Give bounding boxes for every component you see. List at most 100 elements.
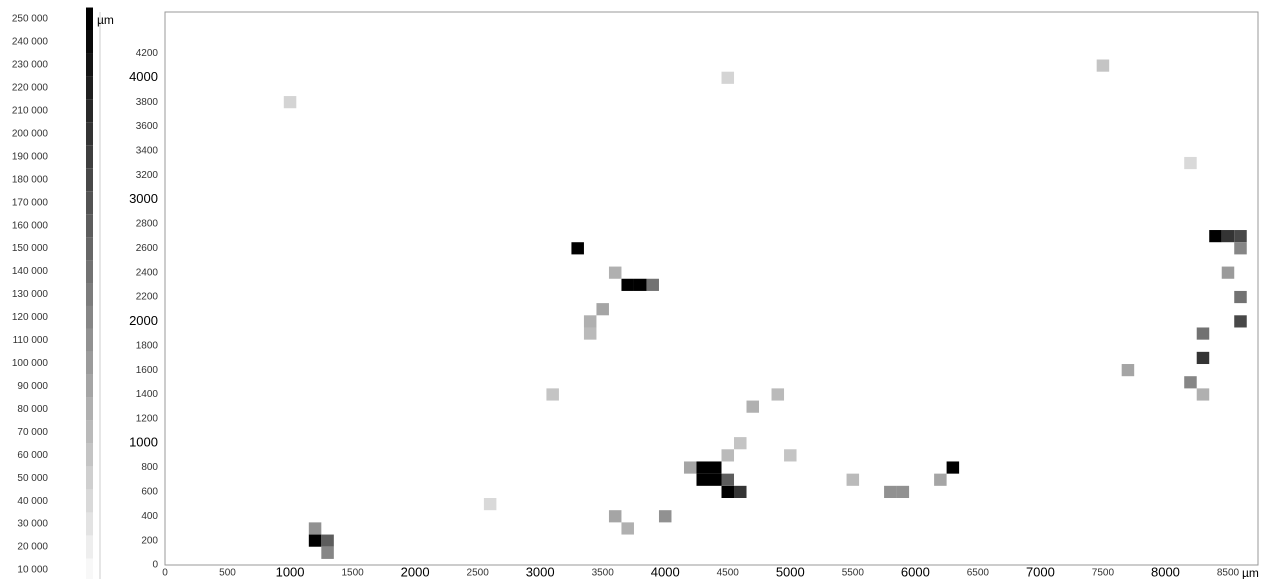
colorbar-band xyxy=(86,375,93,398)
colorbar-label: 200 000 xyxy=(12,128,49,139)
heat-cell xyxy=(722,449,735,461)
y-tick-label: 2800 xyxy=(136,219,159,230)
heat-cell xyxy=(1234,291,1247,303)
x-tick-label: 6000 xyxy=(901,564,930,579)
y-tick-label: 3600 xyxy=(136,121,159,132)
heat-cell xyxy=(884,486,897,498)
heat-cell xyxy=(309,535,322,547)
colorbar-band xyxy=(86,237,93,260)
x-tick-label: 0 xyxy=(162,568,168,579)
y-tick-label: 1000 xyxy=(129,435,158,450)
colorbar-label: 70 000 xyxy=(17,427,48,438)
colorbar-label: 100 000 xyxy=(12,358,49,369)
colorbar-label: 190 000 xyxy=(12,151,49,162)
colorbar-label: 50 000 xyxy=(17,473,48,484)
colorbar-label: 60 000 xyxy=(17,450,48,461)
heat-cell xyxy=(1184,376,1197,388)
heat-cell xyxy=(609,510,622,522)
x-unit: µm xyxy=(1242,566,1259,579)
heat-cell xyxy=(734,486,747,498)
y-tick-label: 400 xyxy=(141,511,158,522)
colorbar-band xyxy=(86,444,93,467)
y-tick-label: 1800 xyxy=(136,340,159,351)
colorbar-label: 170 000 xyxy=(12,197,49,208)
heat-cell xyxy=(1197,327,1210,339)
y-tick-label: 4200 xyxy=(136,48,159,59)
heat-cell xyxy=(747,401,760,413)
y-tick-label: 3400 xyxy=(136,145,159,156)
heat-cell xyxy=(1222,230,1235,242)
colorbar-band xyxy=(86,122,93,145)
y-tick-label: 1200 xyxy=(136,413,159,424)
colorbar-label: 180 000 xyxy=(12,174,49,185)
heat-cell xyxy=(734,437,747,449)
colorbar-label: 230 000 xyxy=(12,60,49,71)
colorbar-label: 90 000 xyxy=(17,381,48,392)
heat-cell xyxy=(584,315,597,327)
x-tick-label: 1500 xyxy=(341,568,364,579)
heat-cell xyxy=(947,461,960,473)
y-tick-label: 2000 xyxy=(129,313,158,328)
y-tick-label: 3800 xyxy=(136,97,159,108)
colorbar-band xyxy=(86,467,93,490)
colorbar-label: 240 000 xyxy=(12,37,49,48)
heat-cell xyxy=(722,72,735,84)
heat-cell xyxy=(1184,157,1197,169)
heat-cell xyxy=(934,474,947,486)
heat-cell xyxy=(847,474,860,486)
colorbar-band xyxy=(86,76,93,99)
heat-cell xyxy=(696,474,709,486)
heat-cell xyxy=(772,388,785,400)
colorbar-band xyxy=(86,513,93,536)
heat-cell xyxy=(1097,60,1110,72)
y-tick-label: 200 xyxy=(141,535,158,546)
x-tick-label: 7000 xyxy=(1026,564,1055,579)
y-tick-label: 2200 xyxy=(136,292,159,303)
heat-cell xyxy=(1197,388,1210,400)
colorbar-band xyxy=(86,421,93,444)
y-tick-label: 600 xyxy=(141,487,158,498)
y-tick-label: 800 xyxy=(141,462,158,473)
x-tick-label: 4000 xyxy=(651,564,680,579)
colorbar-band xyxy=(86,283,93,306)
x-tick-label: 8000 xyxy=(1151,564,1180,579)
colorbar-label: 80 000 xyxy=(17,404,48,415)
heat-cell xyxy=(621,522,634,534)
colorbar-label: 220 000 xyxy=(12,83,49,94)
colorbar-label: 40 000 xyxy=(17,496,48,507)
x-tick-label: 5500 xyxy=(842,568,865,579)
y-tick-label: 3000 xyxy=(129,191,158,206)
colorbar-unit: µm xyxy=(97,13,114,27)
x-tick-label: 2000 xyxy=(401,564,430,579)
heat-cell xyxy=(646,279,659,291)
chart: µm µm 250 000240 000230 000220 000210 00… xyxy=(0,0,1264,579)
heat-cell xyxy=(284,96,297,108)
heat-cell xyxy=(546,388,559,400)
heat-cell xyxy=(1234,230,1247,242)
heat-cell xyxy=(609,267,622,279)
heat-cell xyxy=(784,449,797,461)
heat-cell xyxy=(1234,315,1247,327)
heat-cell xyxy=(484,498,497,510)
colorbar-label: 210 000 xyxy=(12,105,49,116)
colorbar-label: 130 000 xyxy=(12,289,49,300)
x-tick-label: 7500 xyxy=(1092,568,1115,579)
x-tick-label: 1000 xyxy=(276,564,305,579)
heat-cell xyxy=(722,486,735,498)
colorbar-label: 120 000 xyxy=(12,312,49,323)
colorbar-band xyxy=(86,214,93,237)
heat-cell xyxy=(309,522,322,534)
colorbar-label: 20 000 xyxy=(17,542,48,553)
y-tick-label: 1400 xyxy=(136,389,159,400)
colorbar-band xyxy=(86,490,93,513)
heat-cell xyxy=(584,327,597,339)
heat-cell xyxy=(897,486,910,498)
heat-cell xyxy=(1234,242,1247,254)
y-tick-label: 3200 xyxy=(136,170,159,181)
heat-cell xyxy=(709,474,722,486)
y-tick-label: 0 xyxy=(152,560,158,571)
heat-cell xyxy=(1122,364,1135,376)
y-tick-label: 1600 xyxy=(136,365,159,376)
colorbar-band xyxy=(86,8,93,31)
heat-cell xyxy=(1197,352,1210,364)
